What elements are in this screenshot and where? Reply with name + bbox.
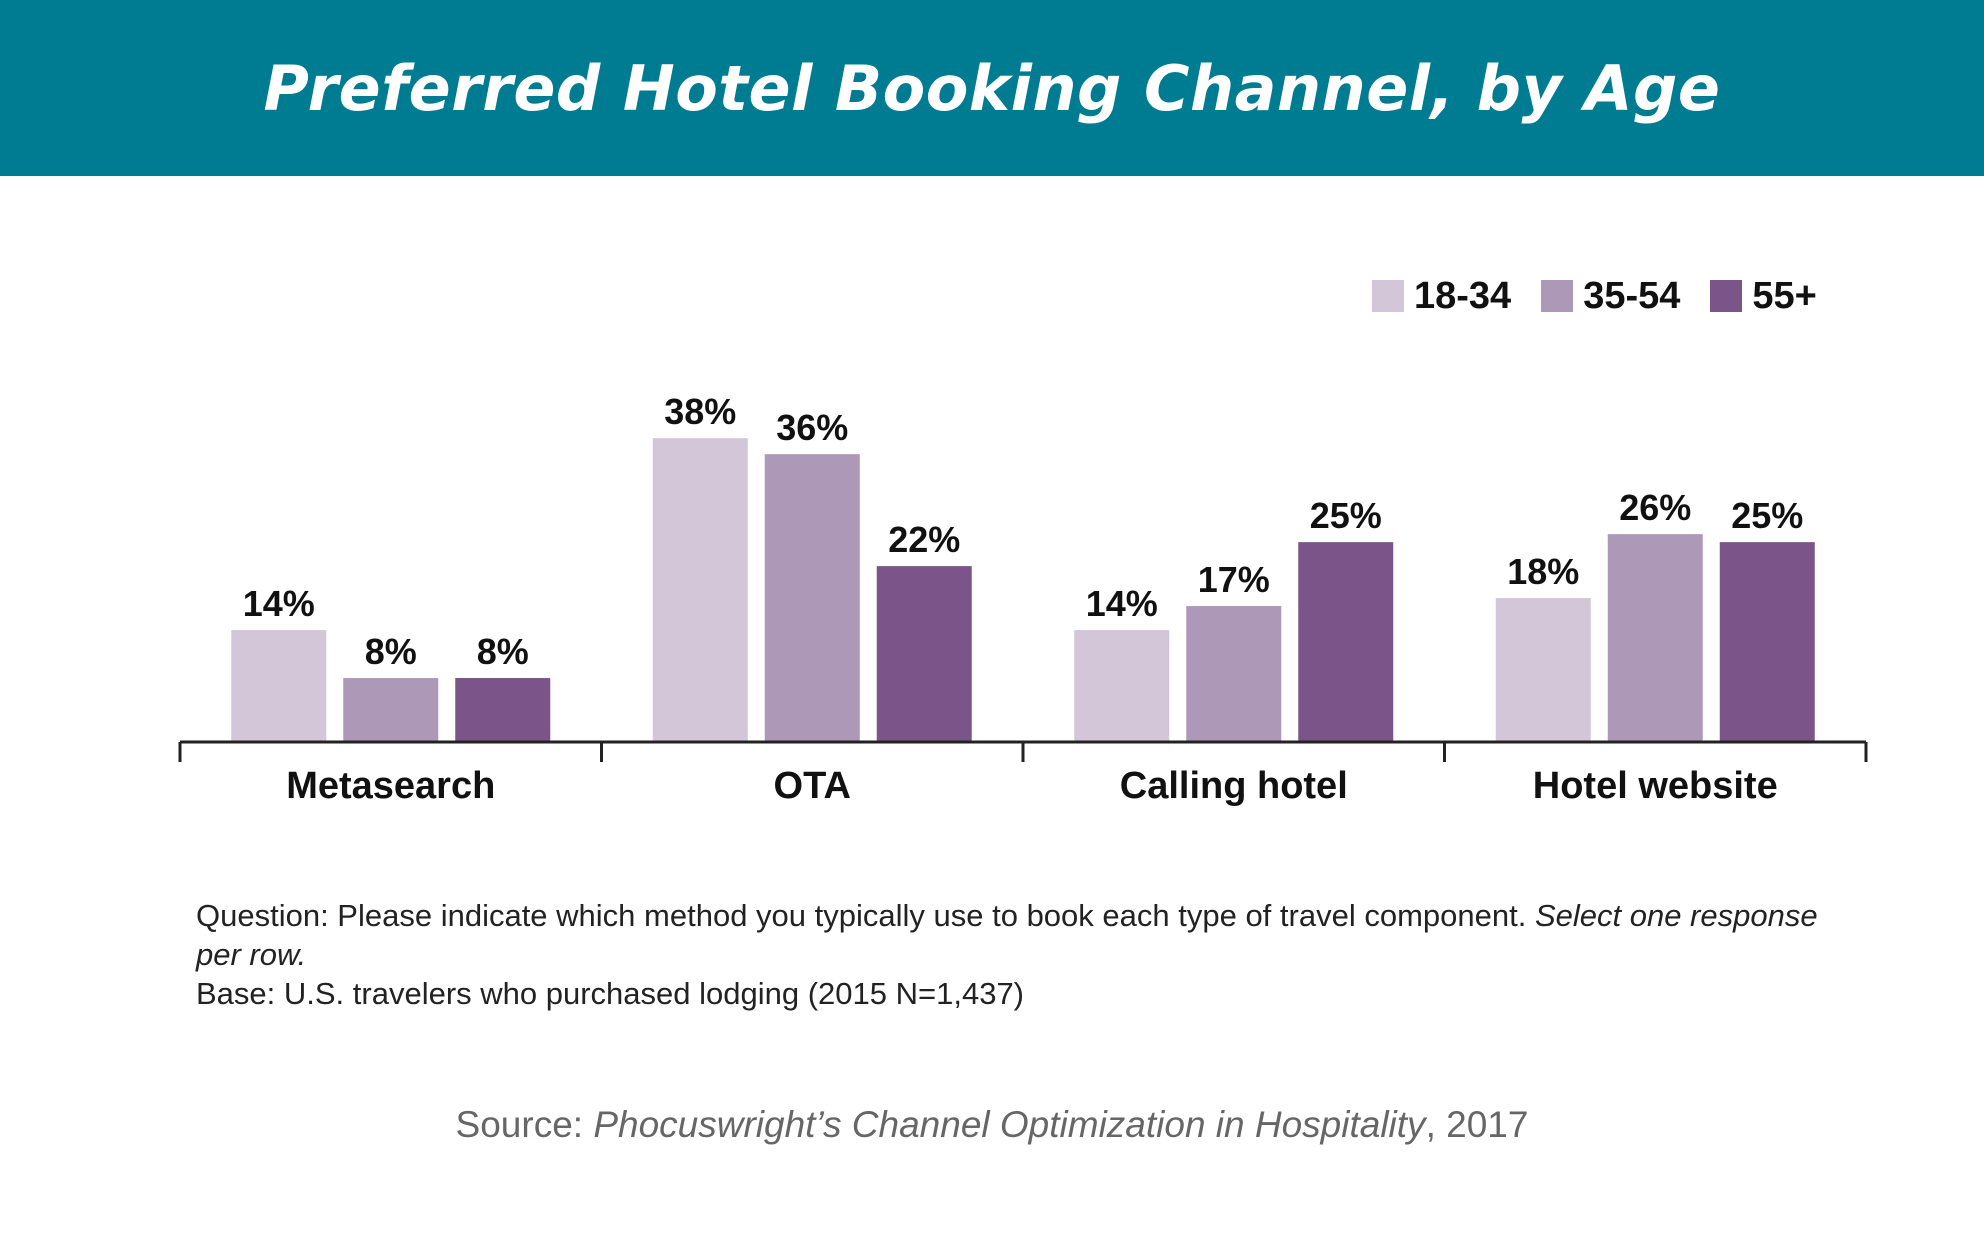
bar-metasearch-18-34 <box>231 630 327 742</box>
category-label-ota: OTA <box>774 765 851 807</box>
data-label-metasearch-35-54: 8% <box>365 631 417 672</box>
data-label-hotel-website-35-54: 26% <box>1619 487 1691 528</box>
legend-item-55-plus: 55+ <box>1710 274 1817 318</box>
legend-swatch-18-34 <box>1372 280 1404 312</box>
bar-chart: 14% 8% 8% Metasearch 38% 36% 22% OTA 14% 17% 25% Ca… <box>178 391 1868 807</box>
data-label-metasearch-55: 8% <box>477 631 529 672</box>
bar-hotel-website-55 <box>1719 542 1815 742</box>
category-label-metasearch: Metasearch <box>286 765 495 807</box>
title-banner: Preferred Hotel Booking Channel, by Age <box>0 0 1984 176</box>
bar-calling-hotel-55 <box>1298 542 1394 742</box>
source-title: Phocuswright’s Channel Optimization in H… <box>593 1104 1426 1145</box>
question-instruction: Select one response per row. <box>196 898 1818 972</box>
data-label-ota-55: 22% <box>888 519 960 560</box>
data-label-ota-35-54: 36% <box>776 407 848 448</box>
category-label-hotel-website: Hotel website <box>1533 765 1778 807</box>
bar-calling-hotel-35-54 <box>1186 606 1282 742</box>
bar-hotel-website-35-54 <box>1607 534 1703 742</box>
source-suffix: , 2017 <box>1425 1104 1529 1145</box>
bar-hotel-website-18-34 <box>1495 598 1591 742</box>
survey-notes: Question: Please indicate which method y… <box>196 896 1856 1013</box>
source-prefix: Source: <box>455 1104 594 1145</box>
legend-item-18-34: 18-34 <box>1372 275 1511 318</box>
source-note: Source: Phocuswright’s Channel Optimizat… <box>0 1104 1984 1146</box>
data-label-hotel-website-18-34: 18% <box>1507 551 1579 592</box>
legend-swatch-35-54 <box>1541 280 1574 312</box>
bar-ota-18-34 <box>652 438 748 742</box>
data-label-calling-hotel-18-34: 14% <box>1086 583 1158 624</box>
bar-ota-35-54 <box>764 454 860 742</box>
chart-legend: 18-34 35-54 55+ <box>1372 274 1817 318</box>
data-label-ota-18-34: 38% <box>664 391 736 432</box>
data-label-calling-hotel-55: 25% <box>1310 495 1382 536</box>
data-label-hotel-website-55: 25% <box>1731 495 1803 536</box>
category-label-calling-hotel: Calling hotel <box>1120 765 1348 807</box>
data-label-metasearch-18-34: 14% <box>243 583 315 624</box>
legend-swatch-55-plus <box>1710 280 1743 312</box>
bar-calling-hotel-18-34 <box>1074 630 1170 742</box>
chart-title: Preferred Hotel Booking Channel, by Age <box>263 51 1721 125</box>
question-text: Question: Please indicate which method y… <box>196 898 1535 933</box>
legend-label-55-plus: 55+ <box>1752 274 1817 317</box>
bar-metasearch-55 <box>455 678 551 742</box>
base-note: Base: U.S. travelers who purchased lodgi… <box>196 976 1025 1011</box>
bar-metasearch-35-54 <box>343 678 439 742</box>
legend-label-18-34: 18-34 <box>1414 274 1512 317</box>
legend-label-35-54: 35-54 <box>1583 274 1681 317</box>
legend-item-35-54: 35-54 <box>1541 275 1680 318</box>
bar-ota-55 <box>876 566 972 742</box>
question-note: Question: Please indicate which method y… <box>196 896 1856 974</box>
data-label-calling-hotel-35-54: 17% <box>1198 559 1270 600</box>
